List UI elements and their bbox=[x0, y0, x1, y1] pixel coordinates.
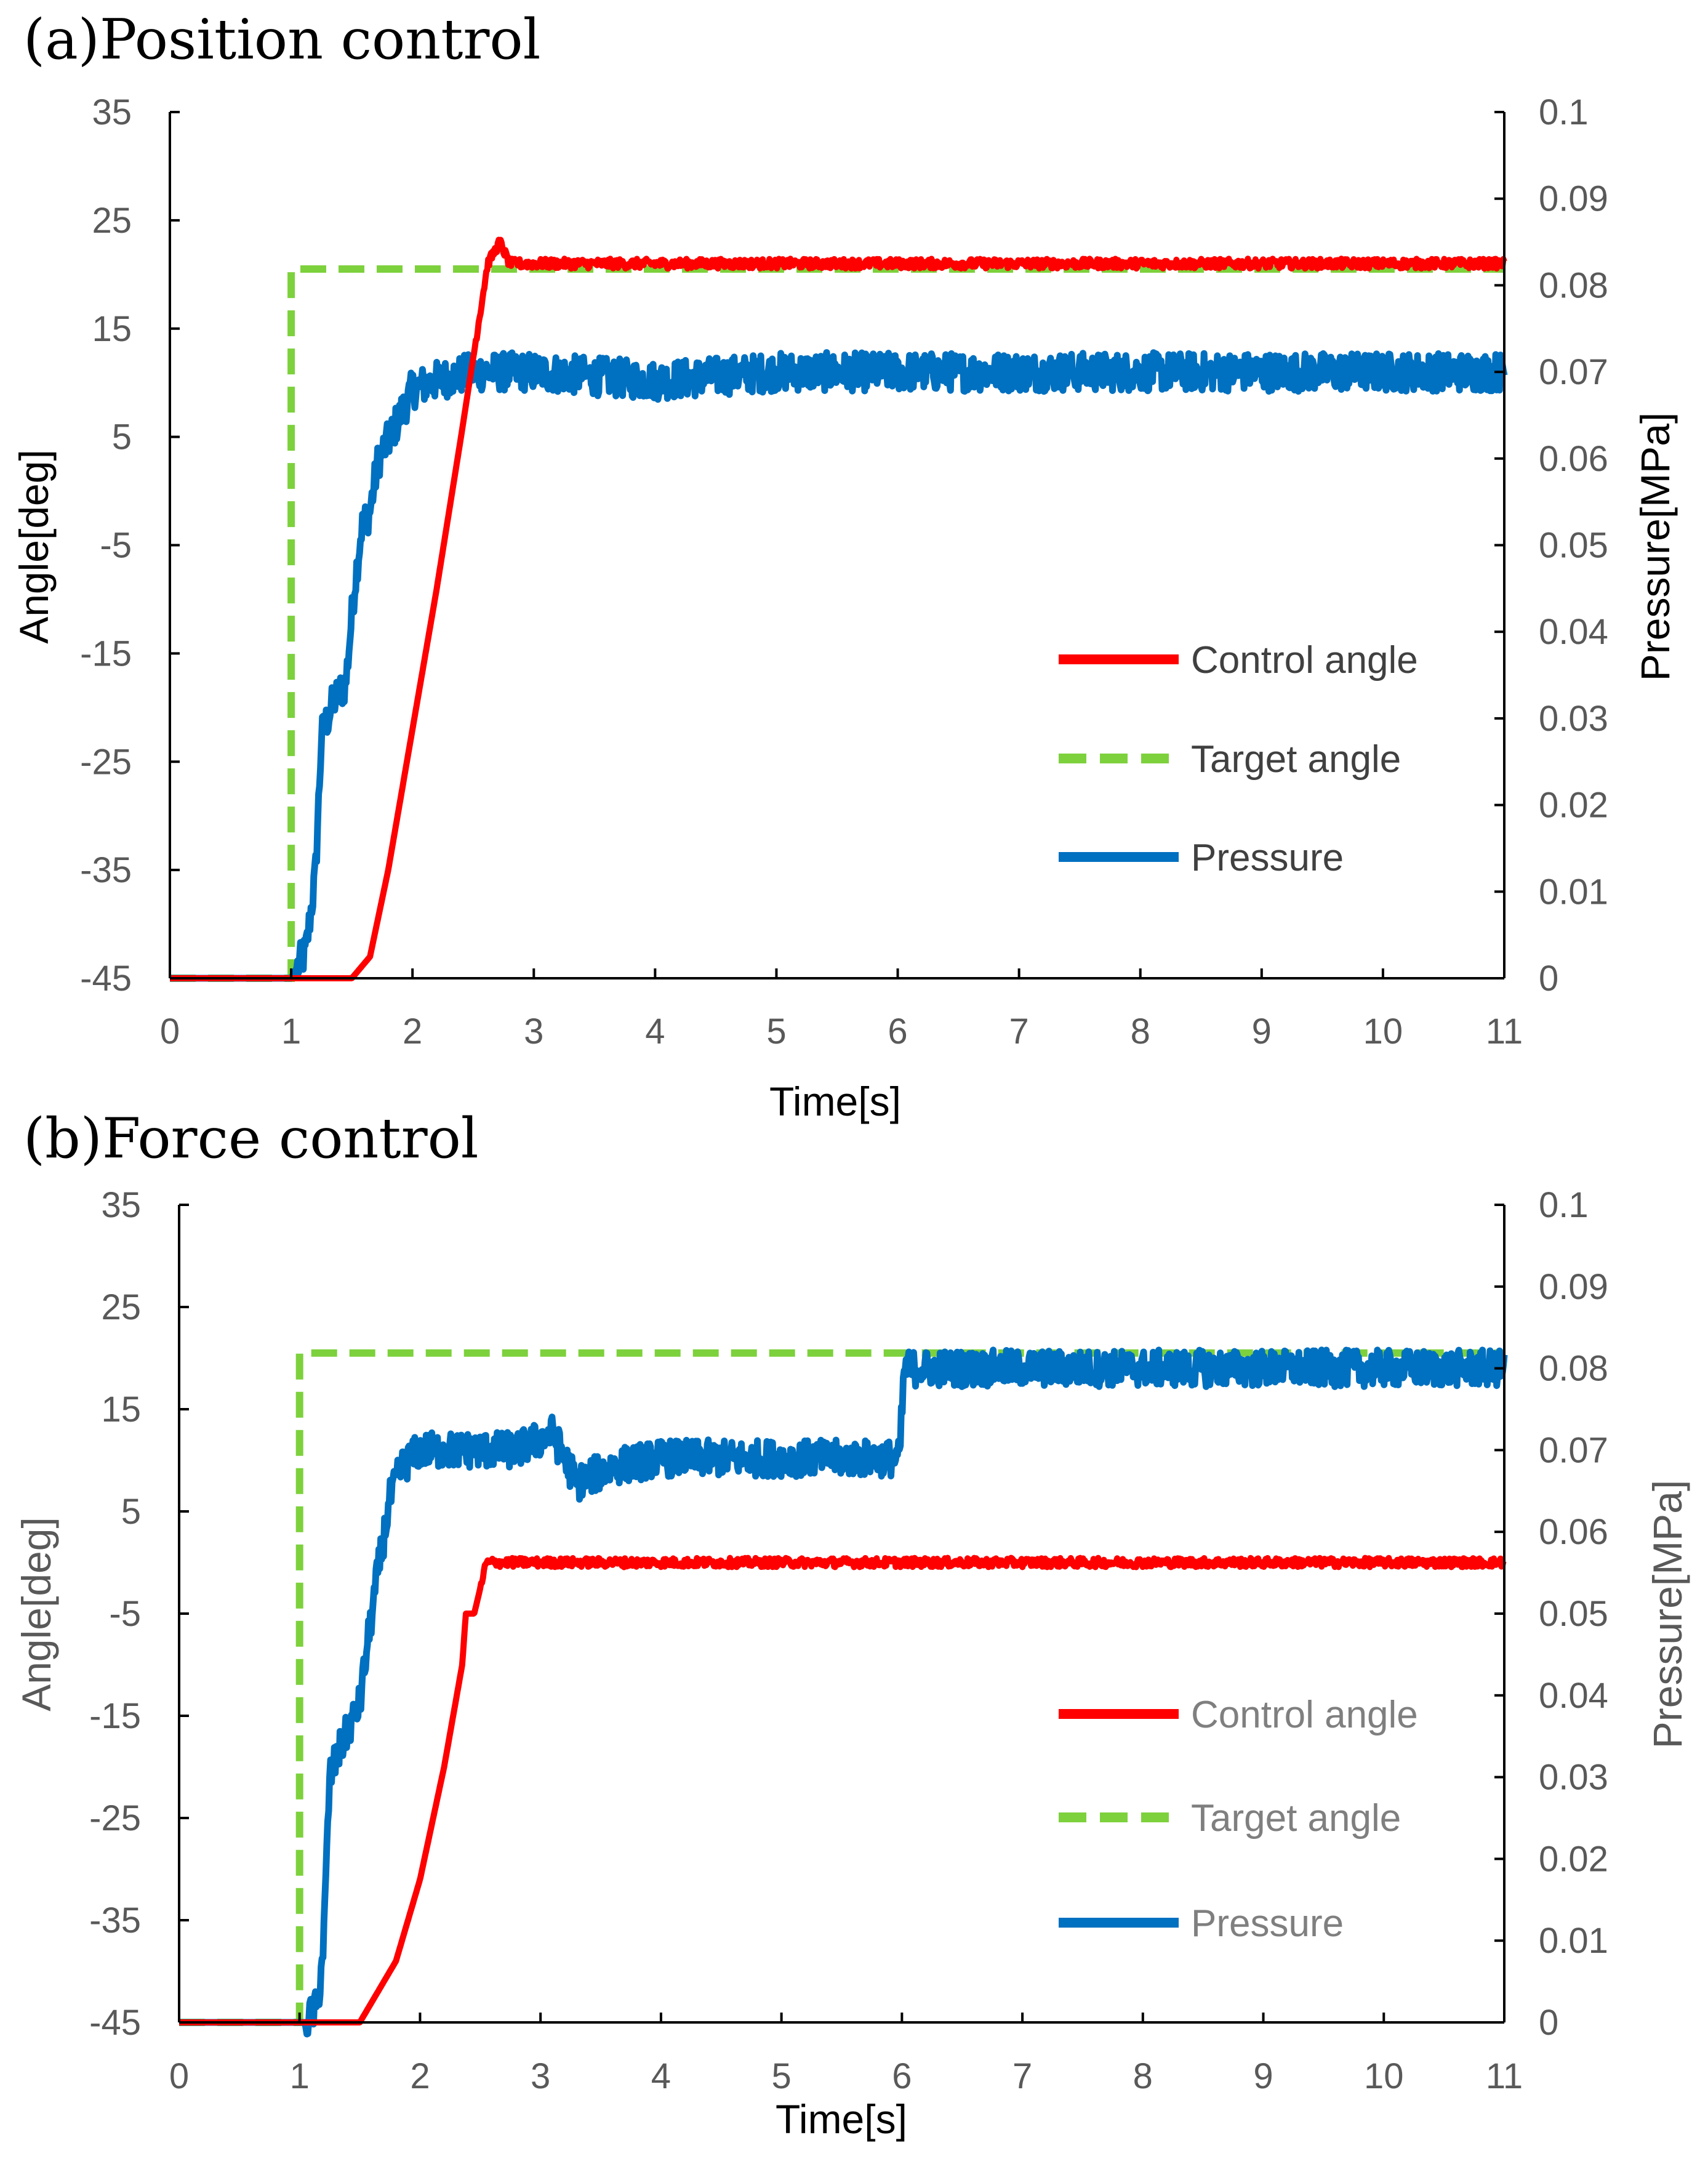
y2-tick-label: 0.06 bbox=[1539, 439, 1608, 479]
x-axis-title: Time[s] bbox=[769, 1079, 901, 1124]
x-tick-label: 9 bbox=[1252, 1012, 1272, 1052]
x-tick-label: 11 bbox=[1486, 1012, 1523, 1052]
y-tick-label: -5 bbox=[100, 526, 132, 566]
y2-tick-label: 0.09 bbox=[1539, 1267, 1608, 1307]
x-tick-label: 4 bbox=[645, 1012, 665, 1052]
y-tick-label: -45 bbox=[89, 2003, 141, 2043]
y2-tick-label: 0.04 bbox=[1539, 612, 1608, 652]
x-tick-label: 1 bbox=[281, 1012, 301, 1052]
y-axis-title: Angle[deg] bbox=[11, 449, 57, 644]
series-line-pressure bbox=[177, 1346, 1508, 2038]
series-line-pressure bbox=[167, 349, 1508, 982]
x-tick-label: 2 bbox=[410, 2056, 430, 2096]
y-tick-label: 15 bbox=[101, 1390, 141, 1430]
y2-tick-label: 0.1 bbox=[1539, 92, 1589, 132]
y2-tick-label: 0.09 bbox=[1539, 179, 1608, 219]
y2-tick-label: 0.05 bbox=[1539, 526, 1608, 566]
panel-title: (b)Force control bbox=[23, 1106, 479, 1171]
y2-tick-label: 0.01 bbox=[1539, 1921, 1608, 1961]
x-tick-label: 3 bbox=[524, 1012, 543, 1052]
x-tick-label: 4 bbox=[651, 2056, 671, 2096]
y-tick-label: -35 bbox=[89, 1901, 141, 1941]
y-tick-label: -25 bbox=[89, 1798, 141, 1838]
y2-tick-label: 0.02 bbox=[1539, 786, 1608, 826]
ticks-layer: 3525155-5-15-25-35-450.10.090.080.070.06… bbox=[80, 92, 1608, 1052]
x-tick-label: 9 bbox=[1253, 2056, 1273, 2096]
x-tick-label: 10 bbox=[1363, 1012, 1403, 1052]
y-tick-label: -5 bbox=[109, 1594, 141, 1634]
y2-tick-label: 0 bbox=[1539, 959, 1558, 999]
y-tick-label: -15 bbox=[89, 1696, 141, 1736]
x-tick-label: 5 bbox=[772, 2056, 792, 2096]
y2-axis-title: Pressure[MPa] bbox=[1632, 412, 1678, 681]
x-tick-label: 3 bbox=[531, 2056, 550, 2096]
y2-tick-label: 0.06 bbox=[1539, 1512, 1608, 1552]
ticks-layer: 3525155-5-15-25-35-450.10.090.080.070.06… bbox=[89, 1185, 1608, 2096]
legend: Control angle Target angle Pressure bbox=[1059, 639, 1418, 879]
y-tick-label: -15 bbox=[80, 634, 132, 674]
legend-label-control-angle: Control angle bbox=[1191, 1694, 1418, 1736]
y2-tick-label: 0 bbox=[1539, 2003, 1558, 2043]
x-tick-label: 6 bbox=[892, 2056, 912, 2096]
y-tick-label: 25 bbox=[92, 201, 132, 241]
y-tick-label: 35 bbox=[92, 92, 132, 132]
y-tick-label: -35 bbox=[80, 850, 132, 890]
x-tick-label: 8 bbox=[1131, 1012, 1150, 1052]
y2-axis-title: Pressure[MPa] bbox=[1645, 1480, 1690, 1748]
y2-tick-label: 0.1 bbox=[1539, 1185, 1589, 1225]
chart-panel-force-control: (b)Force control 3525155-5-15-25-35-450.… bbox=[14, 1106, 1690, 2142]
legend-label-target-angle: Target angle bbox=[1191, 1797, 1401, 1840]
y2-tick-label: 0.05 bbox=[1539, 1594, 1608, 1634]
y2-tick-label: 0.08 bbox=[1539, 265, 1608, 305]
y2-tick-label: 0.02 bbox=[1539, 1839, 1608, 1879]
x-tick-label: 2 bbox=[403, 1012, 422, 1052]
y2-tick-label: 0.01 bbox=[1539, 872, 1608, 912]
y-tick-label: 35 bbox=[101, 1185, 141, 1225]
x-tick-label: 11 bbox=[1486, 2056, 1523, 2096]
y2-tick-label: 0.03 bbox=[1539, 699, 1608, 739]
x-tick-label: 8 bbox=[1133, 2056, 1153, 2096]
legend: Control angle Target angle Pressure bbox=[1059, 1694, 1418, 1945]
y-tick-label: 5 bbox=[121, 1492, 141, 1532]
legend-label-control-angle: Control angle bbox=[1191, 639, 1418, 682]
series-line-control-angle bbox=[177, 1555, 1507, 2025]
x-tick-label: 7 bbox=[1012, 2056, 1032, 2096]
y-tick-label: -25 bbox=[80, 742, 132, 782]
y2-tick-label: 0.07 bbox=[1539, 1430, 1608, 1470]
legend-label-target-angle: Target angle bbox=[1191, 738, 1401, 781]
y2-tick-label: 0.08 bbox=[1539, 1349, 1608, 1389]
y-axis-title: Angle[deg] bbox=[14, 1517, 59, 1711]
legend-label-pressure: Pressure bbox=[1191, 837, 1344, 879]
y-tick-label: -45 bbox=[80, 959, 132, 999]
chart-panel-position-control: (a)Position control 3525155-5-15-25-35-4… bbox=[11, 7, 1678, 1124]
y-tick-label: 5 bbox=[112, 417, 132, 457]
y2-tick-label: 0.03 bbox=[1539, 1758, 1608, 1798]
y-tick-label: 25 bbox=[101, 1287, 141, 1327]
x-tick-label: 0 bbox=[160, 1012, 180, 1052]
x-tick-label: 1 bbox=[290, 2056, 310, 2096]
x-tick-label: 10 bbox=[1364, 2056, 1404, 2096]
x-tick-label: 7 bbox=[1009, 1012, 1029, 1052]
y-tick-label: 15 bbox=[92, 309, 132, 349]
x-tick-label: 0 bbox=[169, 2056, 189, 2096]
x-axis-title: Time[s] bbox=[776, 2096, 907, 2142]
series-line-control-angle bbox=[167, 236, 1507, 981]
y2-tick-label: 0.04 bbox=[1539, 1676, 1608, 1716]
x-tick-label: 6 bbox=[888, 1012, 907, 1052]
x-tick-label: 5 bbox=[766, 1012, 786, 1052]
y2-tick-label: 0.07 bbox=[1539, 352, 1608, 392]
legend-label-pressure: Pressure bbox=[1191, 1902, 1344, 1945]
panel-title: (a)Position control bbox=[23, 7, 540, 72]
